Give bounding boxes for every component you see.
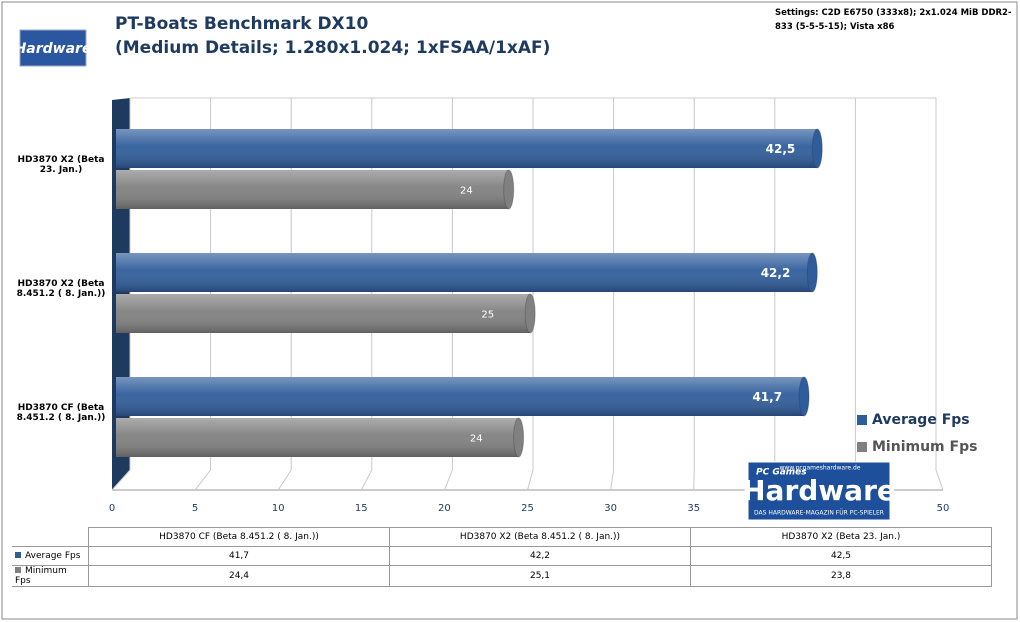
value-label: 24 — [460, 186, 473, 197]
grid-line — [277, 98, 292, 491]
table-key — [15, 567, 21, 573]
big-logo-url: www.pcgameshardware.de — [780, 465, 861, 472]
x-tick-label: 5 — [192, 503, 198, 514]
x-tick-label: 25 — [521, 503, 534, 514]
grid-line — [610, 98, 615, 491]
settings-note: Settings: C2D E6750 (333x8); 2x1.024 MiB… — [775, 8, 1012, 32]
grid-line — [111, 98, 131, 491]
table-cell: 41,7 — [88, 546, 390, 566]
legend-label: Minimum Fps — [872, 439, 977, 455]
grid-line — [443, 98, 453, 491]
table-cell: 25,1 — [389, 565, 691, 587]
table-row: Minimum Fps 24,4 25,1 23,8 — [12, 565, 992, 587]
bar-shine — [116, 253, 813, 292]
table-key — [15, 552, 21, 558]
table-row-label: Average Fps — [12, 546, 89, 566]
value-label: 24 — [470, 434, 483, 445]
small-logo-text: Hardware — [15, 41, 92, 57]
x-tick-label: 15 — [355, 503, 368, 514]
table-cell: 24,4 — [88, 565, 390, 587]
small-logo — [19, 29, 87, 67]
legend-key — [857, 442, 867, 452]
table-series-name: Minimum Fps — [15, 566, 67, 586]
x-tick-label: 35 — [687, 503, 700, 514]
chart-subtitle: (Medium Details; 1.280x1.024; 1xFSAA/1xA… — [115, 38, 550, 58]
table-corner — [12, 527, 89, 547]
big-logo-top: PC Games — [756, 468, 807, 478]
y-tick-label: HD3870 CF (Beta 8.451.2 ( 8. Jan.)) — [16, 403, 106, 423]
grid-line — [935, 98, 944, 491]
y-tick-label: HD3870 X2 (Beta 23. Jan.) — [17, 155, 105, 175]
big-logo — [747, 461, 891, 521]
x-tick-label: 20 — [438, 503, 451, 514]
bar-cap — [798, 376, 810, 417]
legend-label: Average Fps — [872, 412, 970, 428]
table-cell: 42,2 — [389, 546, 691, 566]
table-header: HD3870 X2 (Beta 8.451.2 ( 8. Jan.)) — [389, 527, 691, 547]
x-tick-label: 10 — [272, 503, 285, 514]
chart-title: PT-Boats Benchmark DX10 — [115, 14, 368, 34]
bar-shine — [116, 294, 531, 333]
grid-line — [693, 98, 695, 491]
table-row-label: Minimum Fps — [12, 565, 89, 587]
table-row: Average Fps 41,7 42,2 42,5 — [12, 546, 992, 566]
bar-shine — [116, 418, 519, 457]
grid-line — [527, 98, 534, 491]
bar-shine — [116, 129, 818, 168]
y-tick-label: HD3870 X2 (Beta 8.451.2 ( 8. Jan.)) — [16, 279, 106, 299]
grid-line — [194, 98, 212, 491]
big-logo-tagline: DAS HARDWARE-MAGAZIN FÜR PC-SPIELER — [754, 510, 884, 517]
data-table: HD3870 CF (Beta 8.451.2 ( 8. Jan.)) HD387… — [12, 527, 992, 587]
x-tick-label: 30 — [604, 503, 617, 514]
value-label: 42,2 — [761, 266, 791, 280]
value-label: 42,5 — [766, 142, 796, 156]
bar-shine — [116, 377, 805, 416]
legend-key — [857, 415, 867, 425]
x-tick-label: 0 — [109, 503, 115, 514]
table-series-name: Average Fps — [25, 551, 81, 561]
table-header: HD3870 X2 (Beta 23. Jan.) — [690, 527, 992, 547]
table-cell: 23,8 — [690, 565, 992, 587]
table-header: HD3870 CF (Beta 8.451.2 ( 8. Jan.)) — [88, 527, 390, 547]
grid-line — [360, 98, 373, 491]
value-label: 25 — [481, 310, 494, 321]
x-tick-label: 50 — [937, 503, 950, 514]
bar-cap — [503, 169, 515, 210]
bar-shine — [116, 170, 509, 209]
table-header-row: HD3870 CF (Beta 8.451.2 ( 8. Jan.)) HD387… — [12, 527, 992, 547]
bar-cap — [806, 252, 818, 293]
bar-cap — [524, 293, 536, 334]
value-label: 41,7 — [752, 390, 782, 404]
bar-cap — [513, 417, 525, 458]
table-cell: 42,5 — [690, 546, 992, 566]
big-logo-title: Hardware — [742, 474, 896, 507]
bar-cap — [811, 128, 823, 169]
